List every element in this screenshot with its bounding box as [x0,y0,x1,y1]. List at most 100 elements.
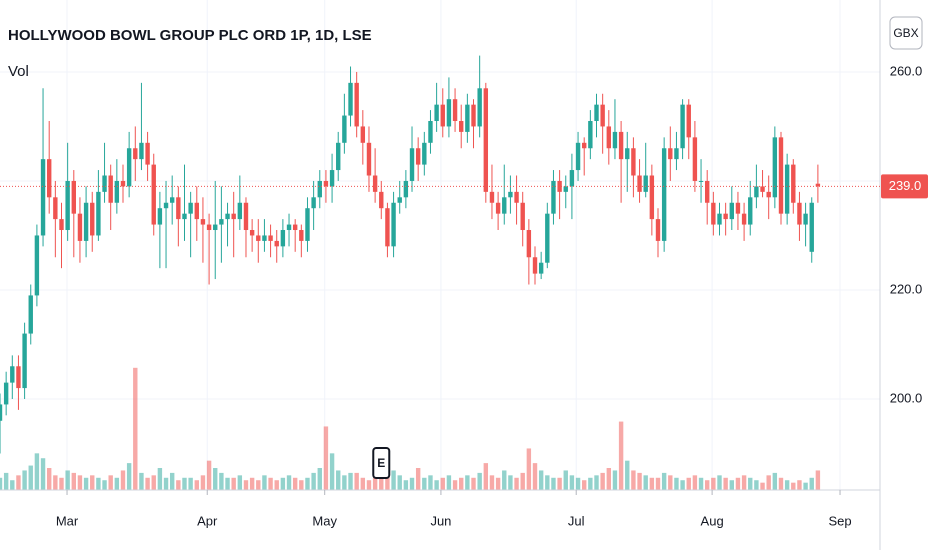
volume-bar [754,480,759,490]
volume-bar [711,477,716,490]
candle-body [163,202,169,209]
candle-body [415,148,421,165]
candle-body [366,142,372,176]
currency-box[interactable] [889,16,923,50]
volume-bar [594,475,599,490]
candle-body [440,104,445,127]
volume-bar [692,475,698,490]
candle-body [71,180,76,214]
volume-bar [434,480,439,490]
candle-body [311,197,316,209]
candle-body [625,148,630,160]
candle-body [145,142,150,165]
volume-bar [10,480,15,490]
volume-bar [538,470,544,490]
volume-bar [114,477,120,490]
event-marker[interactable] [372,447,391,479]
candle-body [754,186,759,198]
candle-body [28,295,33,334]
candle-body [637,175,642,192]
volume-bar [366,480,372,490]
volume-bar [28,465,33,490]
volume-bar [495,477,501,490]
candle-body [735,202,741,214]
candle-body [784,164,790,214]
volume-bar [348,472,353,490]
candle-body [563,186,568,192]
x-tick-label: Jul [568,513,585,528]
candle-body [274,240,279,247]
candle-body [176,197,181,220]
volume-bar [778,477,784,490]
volume-bar [526,448,532,490]
candle-body [409,148,415,181]
volume-bar [213,468,218,490]
volume-bar [748,477,753,490]
candle-body [526,230,532,258]
volume-bar [151,475,156,490]
volume-bar [274,480,279,490]
candle-body [323,180,329,187]
currency[interactable]: GBX [893,26,918,40]
candle-body [360,126,366,143]
volume-bar [631,470,636,490]
candle-body [262,235,267,241]
volume-bar [176,480,181,490]
price-pane [0,55,821,454]
candle-body [729,202,734,220]
volume-bar [219,472,224,490]
volume-bar [299,480,304,490]
volume-bar [329,453,335,490]
candle-body [256,235,261,241]
candle-body [760,186,765,192]
event-label[interactable]: E [377,456,385,470]
last-price-label: 239.0 [889,178,922,193]
volume-bar [717,475,722,490]
x-tick-label: Sep [828,513,851,528]
candle-body [748,197,753,225]
volume-bar [65,470,70,490]
volume-bar [797,480,802,490]
volume-bar [243,480,249,490]
volume-bar [446,475,452,490]
candle-body [120,180,126,187]
volume-bar [200,475,206,490]
candle-body [428,121,433,143]
candle-body [397,197,402,203]
candle-body [797,202,802,225]
volume-bar [262,475,267,490]
candle-body [741,213,747,225]
volume-bar [582,480,587,490]
candle-body [46,159,52,198]
volume-bar [305,477,310,490]
candle-body [643,175,648,192]
volume-bar [674,477,679,490]
volume-bar [514,477,519,490]
volume-bar [563,470,568,490]
candle-body [575,142,581,171]
volume-bar [231,477,236,490]
candle-body [379,191,384,209]
volume-bar [643,475,648,490]
candle-body [237,202,243,220]
volume-pane [0,367,821,490]
candle-body [16,366,21,389]
volume-bar [3,472,9,490]
candle-body [446,99,452,127]
candle-body [772,137,778,198]
candle-body [465,104,470,132]
volume-bar [379,475,384,490]
volume-bar [360,477,366,490]
candle-body [686,104,691,138]
grid [0,0,880,490]
volume-bar [268,477,273,490]
volume-bar [557,477,562,490]
candle-body [206,224,212,231]
candle-body [631,148,636,176]
volume-bar [661,472,667,490]
candle-body [514,191,519,203]
volume-bar [575,477,581,490]
volume-bar [292,477,298,490]
candle-body [249,230,255,236]
x-tick-label: Jun [430,513,451,528]
